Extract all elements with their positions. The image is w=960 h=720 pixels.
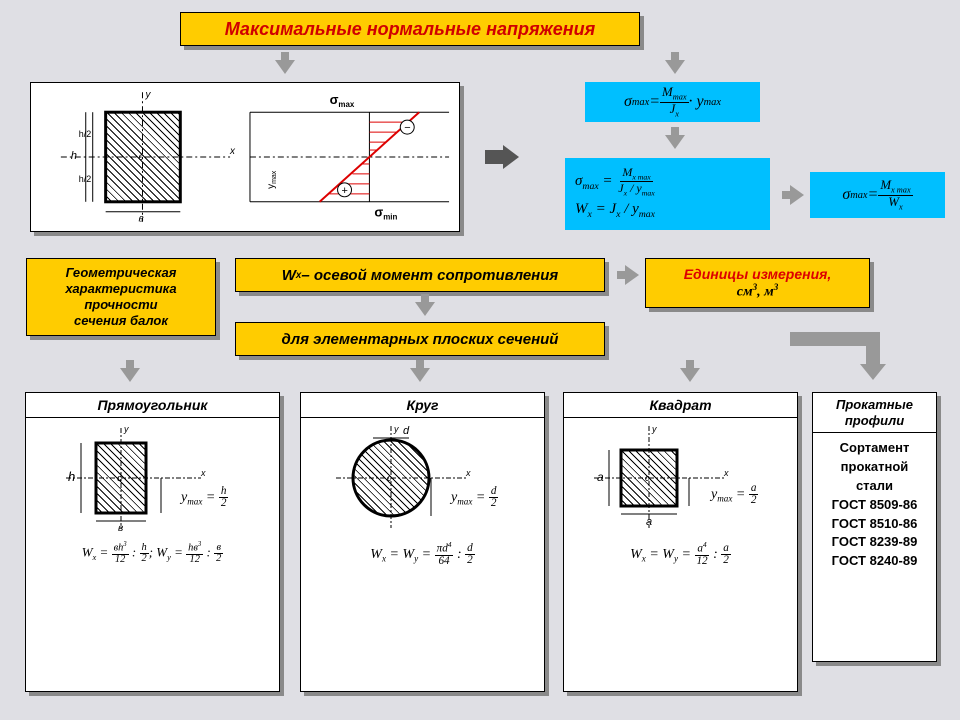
formula-sigma-3: σmax = Mx maxWx bbox=[810, 172, 945, 218]
arrow-icon bbox=[415, 302, 435, 316]
svg-text:x: x bbox=[465, 468, 471, 478]
svg-text:+: + bbox=[342, 185, 348, 197]
arrow-right-icon bbox=[790, 185, 804, 205]
arrow-icon bbox=[275, 60, 295, 74]
svg-text:h/2: h/2 bbox=[79, 129, 91, 139]
svg-text:y: y bbox=[123, 424, 129, 434]
section-circle: Круг y x с d ymax = d2 Wx = Wy = πd464 :… bbox=[300, 392, 545, 692]
svg-text:y: y bbox=[144, 89, 151, 100]
arrow-icon bbox=[665, 60, 685, 74]
stress-diagram: y x с h h/2 h/2 в − bbox=[30, 82, 460, 232]
svg-text:y: y bbox=[651, 424, 657, 434]
svg-text:σmin: σmin bbox=[374, 205, 397, 222]
geom-characteristic-label: Геометрическаяхарактеристикапрочностисеч… bbox=[26, 258, 216, 336]
svg-text:a: a bbox=[646, 516, 652, 528]
svg-text:x: x bbox=[200, 468, 206, 478]
svg-text:d: d bbox=[403, 425, 410, 437]
elementary-sections-label: для элементарных плоских сечений bbox=[235, 322, 605, 356]
svg-text:с: с bbox=[117, 473, 122, 483]
section-rolled-profiles: Прокатныепрофили Сортаментпрокатнойстали… bbox=[812, 392, 937, 662]
svg-text:в: в bbox=[118, 523, 123, 534]
svg-text:a: a bbox=[597, 470, 604, 484]
svg-text:ymax: ymax bbox=[266, 170, 278, 189]
arrow-icon bbox=[665, 135, 685, 149]
svg-text:в: в bbox=[138, 214, 143, 225]
svg-text:y: y bbox=[393, 424, 399, 434]
svg-text:с: с bbox=[645, 473, 650, 483]
svg-text:с: с bbox=[387, 473, 392, 483]
arrow-icon bbox=[120, 368, 140, 382]
formula-sigma-1: σmax = MmaxJx · ymax bbox=[585, 82, 760, 122]
svg-text:x: x bbox=[723, 468, 729, 478]
wx-definition: Wx – осевой момент сопротивления bbox=[235, 258, 605, 292]
section-square: Квадрат y x с a a ymax = a2 Wx = Wy = a4… bbox=[563, 392, 798, 692]
svg-text:с: с bbox=[138, 152, 143, 163]
svg-text:σmax: σmax bbox=[330, 92, 355, 109]
svg-text:−: − bbox=[404, 122, 410, 134]
svg-text:x: x bbox=[229, 146, 236, 157]
units-box: Единицы измерения, см3, м3 bbox=[645, 258, 870, 308]
svg-text:h/2: h/2 bbox=[79, 174, 91, 184]
formula-sigma-2: σmax = Mx maxJx / ymax Wx = Jx / ymax bbox=[565, 158, 770, 230]
svg-text:h: h bbox=[68, 469, 75, 484]
title-bar: Максимальные нормальные напряжения bbox=[180, 12, 640, 46]
section-rectangle: Прямоугольник y x с h в ymax = h2 Wx = в… bbox=[25, 392, 280, 692]
arrow-icon bbox=[410, 368, 430, 382]
svg-text:h: h bbox=[71, 150, 77, 162]
arrow-right-icon bbox=[625, 265, 639, 285]
arrow-icon bbox=[680, 368, 700, 382]
